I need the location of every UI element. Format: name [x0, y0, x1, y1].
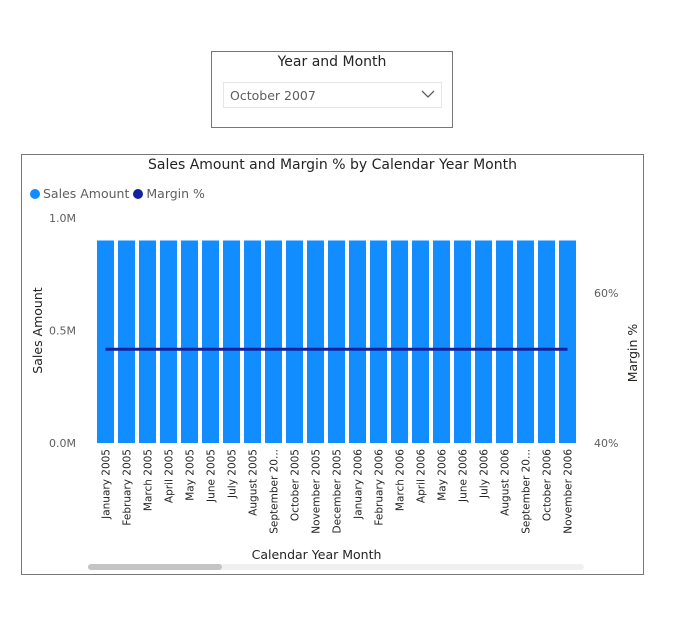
x-axis-tick-label: October 2005 [290, 449, 302, 521]
x-axis-tick-label: July 2005 [227, 449, 239, 499]
bar-sales-amount [370, 240, 387, 443]
x-axis-tick-label: March 2005 [143, 449, 155, 511]
y2-axis-title: Margin % [625, 324, 640, 383]
bar-sales-amount [517, 240, 534, 443]
bar-sales-amount [118, 240, 135, 443]
slicer-title: Year and Month [277, 54, 387, 70]
bar-sales-amount [412, 240, 429, 443]
bar-sales-amount [454, 240, 471, 443]
bar-sales-amount [391, 240, 408, 443]
x-axis-tick-label: December 2005 [332, 449, 344, 534]
x-axis-tick-label: September 20... [269, 449, 281, 534]
bar-sales-amount [286, 240, 303, 443]
bar-sales-amount [559, 240, 576, 443]
legend-label-margin: Margin % [146, 186, 205, 201]
bar-sales-amount [244, 240, 261, 443]
y2-axis-tick-label: 60% [594, 287, 618, 300]
bar-sales-amount [307, 240, 324, 443]
y-axis-tick-label: 1.0M [49, 212, 76, 225]
bar-sales-amount [475, 240, 492, 443]
y-axis-tick-label: 0.0M [49, 437, 76, 450]
legend-marker-margin [133, 188, 144, 199]
year-month-slicer: Year and Month October 2007 [211, 51, 453, 128]
y-axis-tick-label: 0.5M [49, 325, 76, 338]
chart-legend: Sales Amount Margin % [30, 186, 209, 201]
bar-sales-amount [496, 240, 513, 443]
x-axis-tick-label: March 2006 [395, 449, 407, 511]
x-axis-tick-label: November 2005 [311, 449, 323, 534]
x-axis-tick-label: November 2006 [563, 449, 575, 534]
legend-label-sales-amount: Sales Amount [43, 186, 130, 201]
y-axis-title: Sales Amount [30, 287, 45, 373]
y2-axis-tick-label: 40% [594, 437, 618, 450]
chart-title: Sales Amount and Margin % by Calendar Ye… [148, 157, 517, 173]
legend-item-sales-amount[interactable]: Sales Amount [30, 186, 129, 201]
bar-sales-amount [328, 240, 345, 443]
bar-sales-amount [160, 240, 177, 443]
x-axis-tick-label: June 2005 [206, 449, 218, 503]
x-axis-tick-label: August 2005 [248, 449, 260, 516]
legend-marker-sales-amount [30, 188, 40, 199]
x-axis-title: Calendar Year Month [252, 547, 382, 562]
chart-plot-area: 0.0M 0.5M 1.0M 40% 60% Sales Amount Margin % Ca… [30, 212, 640, 562]
horizontal-scrollbar[interactable] [88, 564, 584, 570]
scrollbar-thumb[interactable] [88, 564, 222, 570]
x-axis-tick-label: July 2006 [479, 449, 491, 499]
bar-sales-amount [202, 240, 219, 443]
bar-sales-amount [349, 240, 366, 443]
legend-item-margin[interactable]: Margin % [133, 186, 205, 201]
x-axis-tick-label: February 2005 [122, 449, 134, 526]
x-axis-tick-label: April 2006 [416, 449, 428, 503]
combo-chart-visual: Sales Amount and Margin % by Calendar Ye… [21, 154, 644, 575]
bar-sales-amount [181, 240, 198, 443]
x-axis-tick-label: October 2006 [542, 449, 554, 521]
chevron-down-icon[interactable] [421, 89, 435, 99]
bar-sales-amount [265, 240, 282, 443]
x-axis-tick-label: August 2006 [500, 449, 512, 516]
x-axis-tick-label: April 2005 [164, 449, 176, 503]
x-axis-tick-label: May 2005 [185, 449, 197, 501]
bar-sales-amount [223, 240, 240, 443]
dropdown-selected-value: October 2007 [230, 88, 316, 103]
x-axis-tick-label: February 2006 [374, 449, 386, 526]
year-month-dropdown[interactable]: October 2007 [223, 82, 442, 108]
bar-sales-amount [97, 240, 114, 443]
x-axis-tick-label: June 2006 [458, 449, 470, 503]
x-axis-tick-label: January 2005 [101, 449, 113, 520]
bar-sales-amount [139, 240, 156, 443]
x-axis-tick-label: September 20... [521, 449, 533, 534]
x-axis-tick-label: May 2006 [437, 449, 449, 501]
x-axis-tick-label: January 2006 [353, 449, 365, 520]
bar-sales-amount [433, 240, 450, 443]
bar-sales-amount [538, 240, 555, 443]
